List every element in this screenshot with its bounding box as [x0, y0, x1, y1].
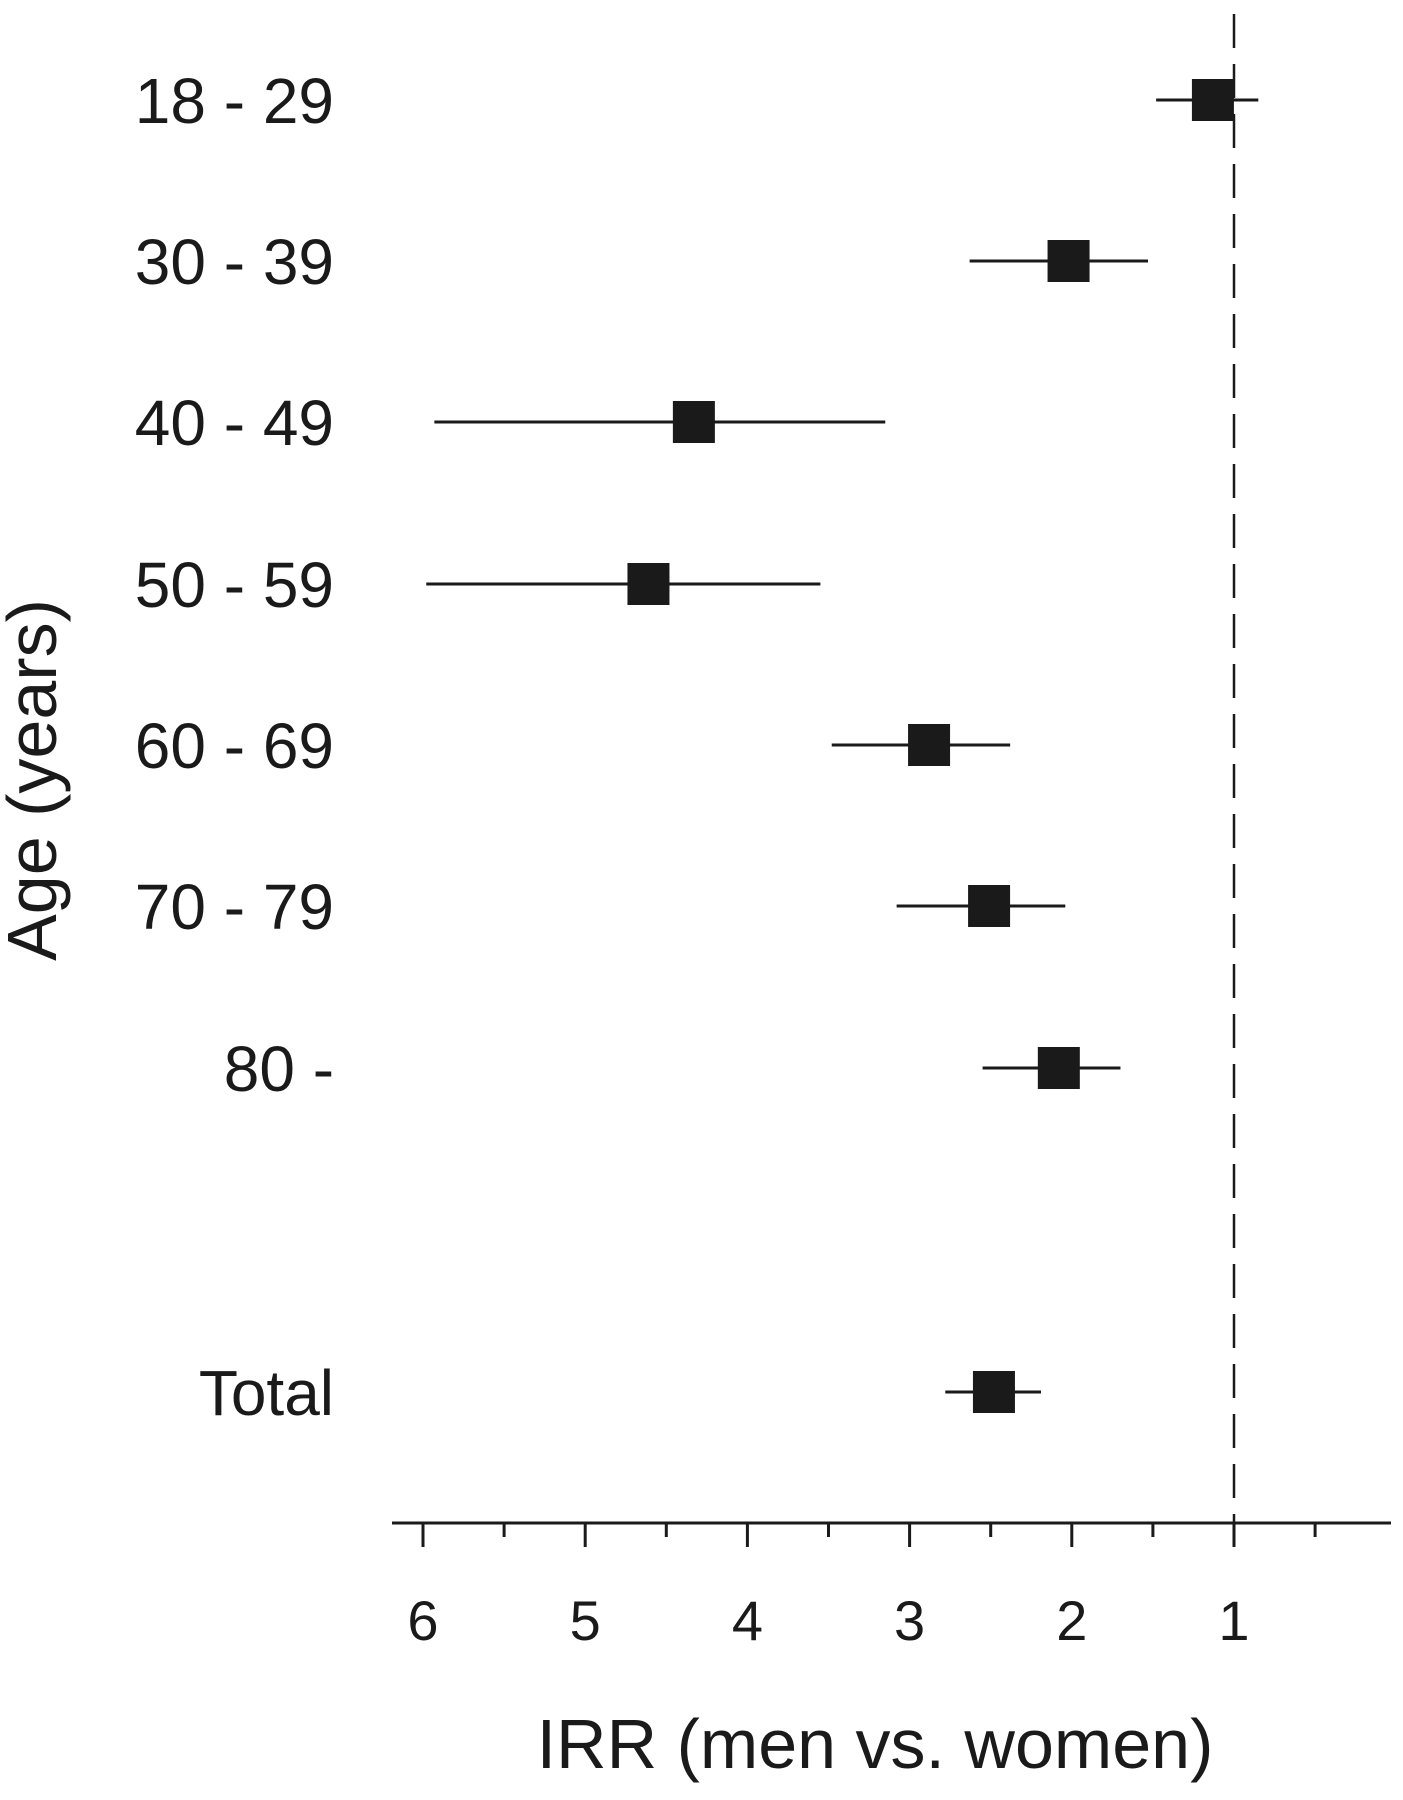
x-tick-label: 4 [732, 1589, 763, 1652]
estimate-marker [1037, 1047, 1080, 1089]
row-label: 70 - 79 [135, 871, 334, 943]
row-label: 30 - 39 [135, 226, 334, 298]
x-tick-label: 6 [407, 1589, 438, 1652]
row-label: 50 - 59 [135, 549, 334, 621]
estimate-marker [1191, 79, 1234, 121]
x-tick-label: 5 [570, 1589, 601, 1652]
row-label: 80 - [224, 1033, 334, 1105]
row-label: 18 - 29 [135, 65, 334, 137]
x-tick-label: 2 [1056, 1589, 1087, 1652]
row-label: 60 - 69 [135, 710, 334, 782]
estimate-marker [972, 1371, 1015, 1413]
estimate-marker [1047, 240, 1090, 282]
estimate-marker [627, 563, 670, 605]
row-label: Total [199, 1357, 334, 1429]
estimate-marker [968, 885, 1011, 927]
estimate-marker [672, 401, 715, 443]
row-label: 40 - 49 [135, 387, 334, 459]
x-tick-label: 3 [894, 1589, 925, 1652]
x-tick-label: 1 [1218, 1589, 1249, 1652]
y-axis-title: Age (years) [0, 599, 71, 961]
x-axis-title: IRR (men vs. women) [537, 1705, 1214, 1783]
estimate-marker [908, 724, 951, 766]
